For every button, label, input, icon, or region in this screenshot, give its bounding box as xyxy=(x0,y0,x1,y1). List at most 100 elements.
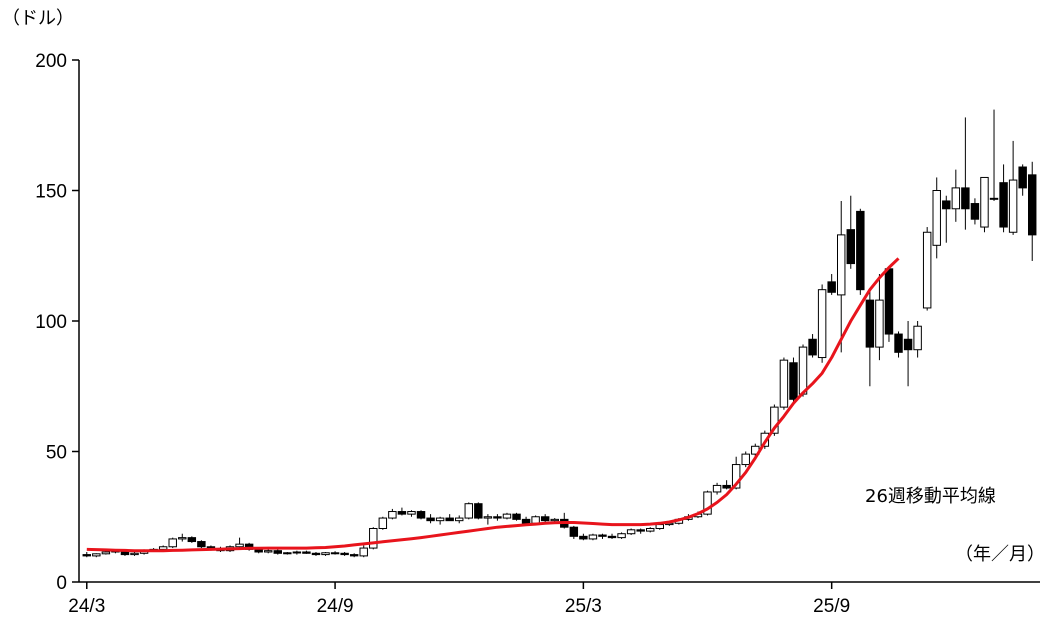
candle xyxy=(292,550,302,555)
candle xyxy=(483,514,493,525)
candle-body-down xyxy=(903,338,913,351)
candle xyxy=(168,537,177,549)
candle-body-up xyxy=(435,517,445,522)
candle-body-down xyxy=(789,362,798,400)
candle xyxy=(1028,161,1037,261)
candle xyxy=(1008,140,1018,235)
x-tick-label: 25/9 xyxy=(813,596,850,617)
candle-body-down xyxy=(942,200,951,210)
x-tick-label: 25/3 xyxy=(565,596,602,617)
candle xyxy=(340,551,349,556)
candle xyxy=(349,553,359,558)
x-tick-label: 24/3 xyxy=(68,596,105,617)
candle-body-up xyxy=(464,503,473,519)
candle-body-down xyxy=(474,503,483,519)
ma-label: 26週移動平均線 xyxy=(865,486,996,507)
candle xyxy=(388,508,397,520)
candle xyxy=(913,321,922,358)
candle xyxy=(703,490,712,516)
candle xyxy=(626,528,636,536)
candle xyxy=(779,357,789,410)
candle xyxy=(264,549,273,554)
y-tick-label: 200 xyxy=(35,51,67,72)
candle xyxy=(817,284,827,363)
candle-body-down xyxy=(865,299,875,348)
candle xyxy=(302,550,311,554)
candle-body-up xyxy=(168,538,177,548)
candle xyxy=(330,551,340,555)
candle-body-up xyxy=(980,176,989,228)
candle-body-down xyxy=(512,513,521,520)
candle xyxy=(493,514,502,521)
candle xyxy=(521,516,531,525)
candle-body-down xyxy=(330,552,340,555)
candle-body-up xyxy=(101,551,111,555)
candle xyxy=(512,512,521,521)
candle xyxy=(445,514,454,522)
candle xyxy=(378,516,388,530)
y-tick-label: 0 xyxy=(56,573,67,594)
candle xyxy=(187,536,197,543)
candle xyxy=(579,533,588,541)
candle-body-down xyxy=(722,484,731,489)
candle-body-up xyxy=(932,190,941,246)
candle-body-up xyxy=(913,325,922,351)
candle-body-up xyxy=(483,516,493,519)
y-tick-label: 50 xyxy=(46,443,67,464)
candle-body-down xyxy=(1028,174,1037,236)
candle-body-up xyxy=(455,517,464,522)
candle xyxy=(932,177,941,259)
candle-body-down xyxy=(416,511,426,519)
candle-body-down xyxy=(197,541,206,548)
candle-body-down xyxy=(187,537,197,543)
candle-body-down xyxy=(894,333,903,353)
y-tick-label: 150 xyxy=(35,182,67,203)
candle-body-down xyxy=(856,210,865,291)
y-unit-label: （ドル） xyxy=(2,8,74,29)
y-axis-ticks: 0 50 100 150 200 xyxy=(35,51,79,594)
candle xyxy=(617,532,626,539)
candle xyxy=(178,533,187,542)
candle-body-up xyxy=(617,533,626,539)
candle xyxy=(569,525,579,539)
candle xyxy=(407,510,416,517)
candle xyxy=(474,502,483,520)
candle-body-up xyxy=(798,346,808,395)
candle xyxy=(1018,164,1027,196)
candle xyxy=(636,528,645,534)
candle xyxy=(856,208,865,295)
candle-body-up xyxy=(378,517,388,529)
candle-body-up xyxy=(588,534,598,540)
candle xyxy=(846,195,855,269)
candle xyxy=(560,512,569,529)
candle-body-up xyxy=(158,546,168,550)
candle-body-down xyxy=(961,187,970,210)
candle-body-down xyxy=(445,517,454,522)
candle-body-up xyxy=(922,231,932,309)
candle-body-up xyxy=(235,543,244,548)
candle xyxy=(283,551,292,555)
candle-body-up xyxy=(837,234,846,296)
candle-body-down xyxy=(636,529,645,532)
candle xyxy=(82,551,91,558)
candle-body-down xyxy=(607,535,617,539)
candle xyxy=(980,176,989,233)
candle-body-up xyxy=(130,552,139,556)
candle-body-up xyxy=(731,464,741,489)
candle xyxy=(827,274,836,295)
candle-body-up xyxy=(502,513,512,519)
candle-body-down xyxy=(273,550,282,554)
candle-body-up xyxy=(1008,179,1018,233)
candle xyxy=(894,331,903,358)
candle xyxy=(865,289,875,387)
candle-body-up xyxy=(770,406,779,434)
candle xyxy=(311,551,321,556)
candle-body-down xyxy=(827,281,836,293)
candle xyxy=(808,334,817,358)
candle-body-down xyxy=(540,516,550,522)
candle-body-down xyxy=(884,268,894,335)
candle-body-down xyxy=(598,534,607,537)
candle xyxy=(607,533,617,539)
candle-body-down xyxy=(1018,166,1027,189)
candle-body-up xyxy=(550,518,559,522)
